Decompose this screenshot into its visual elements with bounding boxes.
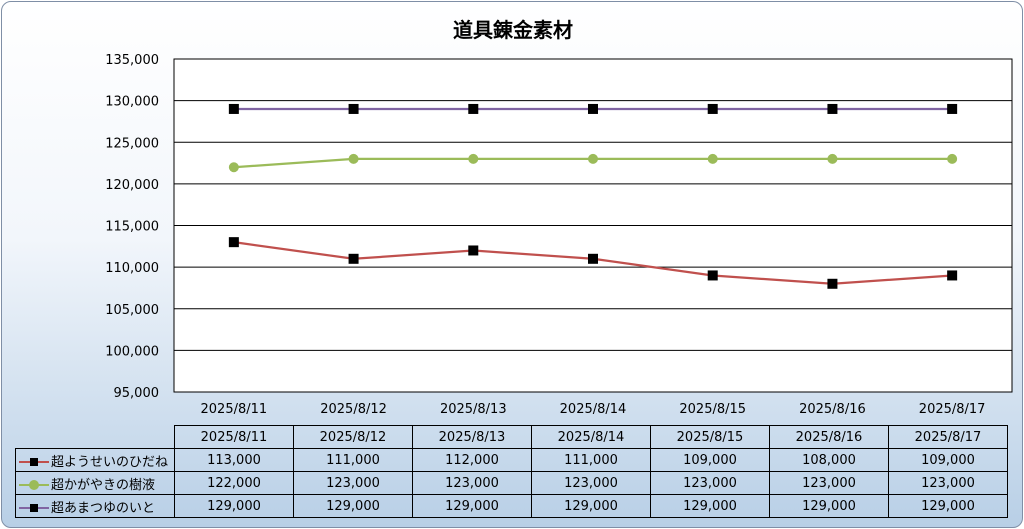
data-point: [468, 245, 479, 256]
legend-label: 超ようせいのひだね: [51, 454, 169, 470]
x-tick-label: 2025/8/11: [201, 402, 268, 417]
table-cell: 129,000: [531, 494, 651, 518]
table-header-cell: 2025/8/11: [174, 425, 294, 449]
legend-key-square-red: [19, 456, 49, 468]
data-table-corner: [15, 425, 175, 449]
table-header-cell: 2025/8/15: [650, 425, 770, 449]
x-tick-label: 2025/8/12: [320, 402, 387, 417]
data-table: 2025/8/11 2025/8/12 2025/8/13 2025/8/14 …: [15, 425, 1008, 518]
line-chart: 135,000 130,000 125,000 120,000 115,000 110,0…: [105, 53, 1013, 417]
data-point: [588, 153, 598, 164]
table-header-cell: 2025/8/16: [769, 425, 889, 449]
data-point: [827, 153, 838, 164]
y-tick-label: 120,000: [105, 178, 159, 193]
data-point: [588, 103, 598, 114]
table-cell: 123,000: [412, 471, 532, 495]
table-cell: 112,000: [412, 448, 532, 472]
data-table-header-row: 2025/8/11 2025/8/12 2025/8/13 2025/8/14 …: [15, 425, 1008, 449]
table-cell: 109,000: [650, 448, 770, 472]
table-cell: 123,000: [888, 471, 1008, 495]
data-point: [588, 253, 598, 264]
data-point: [348, 153, 359, 164]
table-header-cell: 2025/8/13: [412, 425, 532, 449]
table-cell: 129,000: [293, 494, 413, 518]
y-tick-label: 125,000: [105, 136, 159, 151]
y-tick-label: 110,000: [105, 261, 159, 276]
table-cell: 111,000: [293, 448, 413, 472]
legend-entry-series-1: 超ようせいのひだね: [15, 448, 175, 472]
data-point: [827, 103, 838, 114]
table-cell: 108,000: [769, 448, 889, 472]
data-point: [947, 270, 958, 281]
table-cell: 122,000: [174, 471, 294, 495]
data-point: [707, 103, 718, 114]
table-header-cell: 2025/8/17: [888, 425, 1008, 449]
data-point: [707, 153, 718, 164]
table-header-cell: 2025/8/14: [531, 425, 651, 449]
x-tick-label: 2025/8/14: [560, 402, 627, 417]
x-tick-label: 2025/8/17: [919, 402, 986, 417]
data-point: [468, 103, 479, 114]
table-cell: 123,000: [769, 471, 889, 495]
data-point: [228, 103, 239, 114]
table-header-cell: 2025/8/12: [293, 425, 413, 449]
data-point: [348, 253, 359, 264]
table-cell: 123,000: [293, 471, 413, 495]
table-cell: 129,000: [888, 494, 1008, 518]
y-tick-label: 95,000: [114, 386, 160, 401]
data-point: [827, 278, 838, 289]
data-point: [348, 103, 359, 114]
table-cell: 123,000: [531, 471, 651, 495]
y-tick-label: 115,000: [105, 220, 159, 235]
table-cell: 113,000: [174, 448, 294, 472]
data-point: [468, 153, 479, 164]
legend-label: 超あまつゆのいと: [51, 500, 156, 516]
y-tick-label: 135,000: [105, 53, 159, 68]
table-cell: 111,000: [531, 448, 651, 472]
table-cell: 129,000: [412, 494, 532, 518]
table-cell: 123,000: [650, 471, 770, 495]
data-point: [947, 103, 958, 114]
legend-label: 超かがやきの樹液: [51, 477, 156, 493]
legend-key-circle-green: [19, 479, 49, 491]
legend-key-square-purple: [19, 502, 49, 514]
table-cell: 129,000: [769, 494, 889, 518]
y-tick-label: 105,000: [105, 303, 159, 318]
table-cell: 129,000: [650, 494, 770, 518]
legend-entry-series-3: 超あまつゆのいと: [15, 494, 175, 518]
data-point: [707, 270, 718, 281]
y-tick-label: 100,000: [105, 344, 159, 359]
x-tick-label: 2025/8/15: [679, 402, 746, 417]
data-point: [228, 237, 239, 248]
y-tick-label: 130,000: [105, 95, 159, 110]
table-row: 超あまつゆのいと 129,000 129,000 129,000 129,000…: [15, 494, 1008, 518]
table-cell: 109,000: [888, 448, 1008, 472]
table-row: 超ようせいのひだね 113,000 111,000 112,000 111,00…: [15, 448, 1008, 472]
chart-title: 道具錬金素材: [453, 18, 573, 42]
data-point: [947, 153, 958, 164]
x-tick-label: 2025/8/16: [799, 402, 866, 417]
legend-entry-series-2: 超かがやきの樹液: [15, 471, 175, 495]
table-cell: 129,000: [174, 494, 294, 518]
x-tick-label: 2025/8/13: [440, 402, 507, 417]
data-point: [228, 162, 239, 173]
table-row: 超かがやきの樹液 122,000 123,000 123,000 123,000…: [15, 471, 1008, 495]
